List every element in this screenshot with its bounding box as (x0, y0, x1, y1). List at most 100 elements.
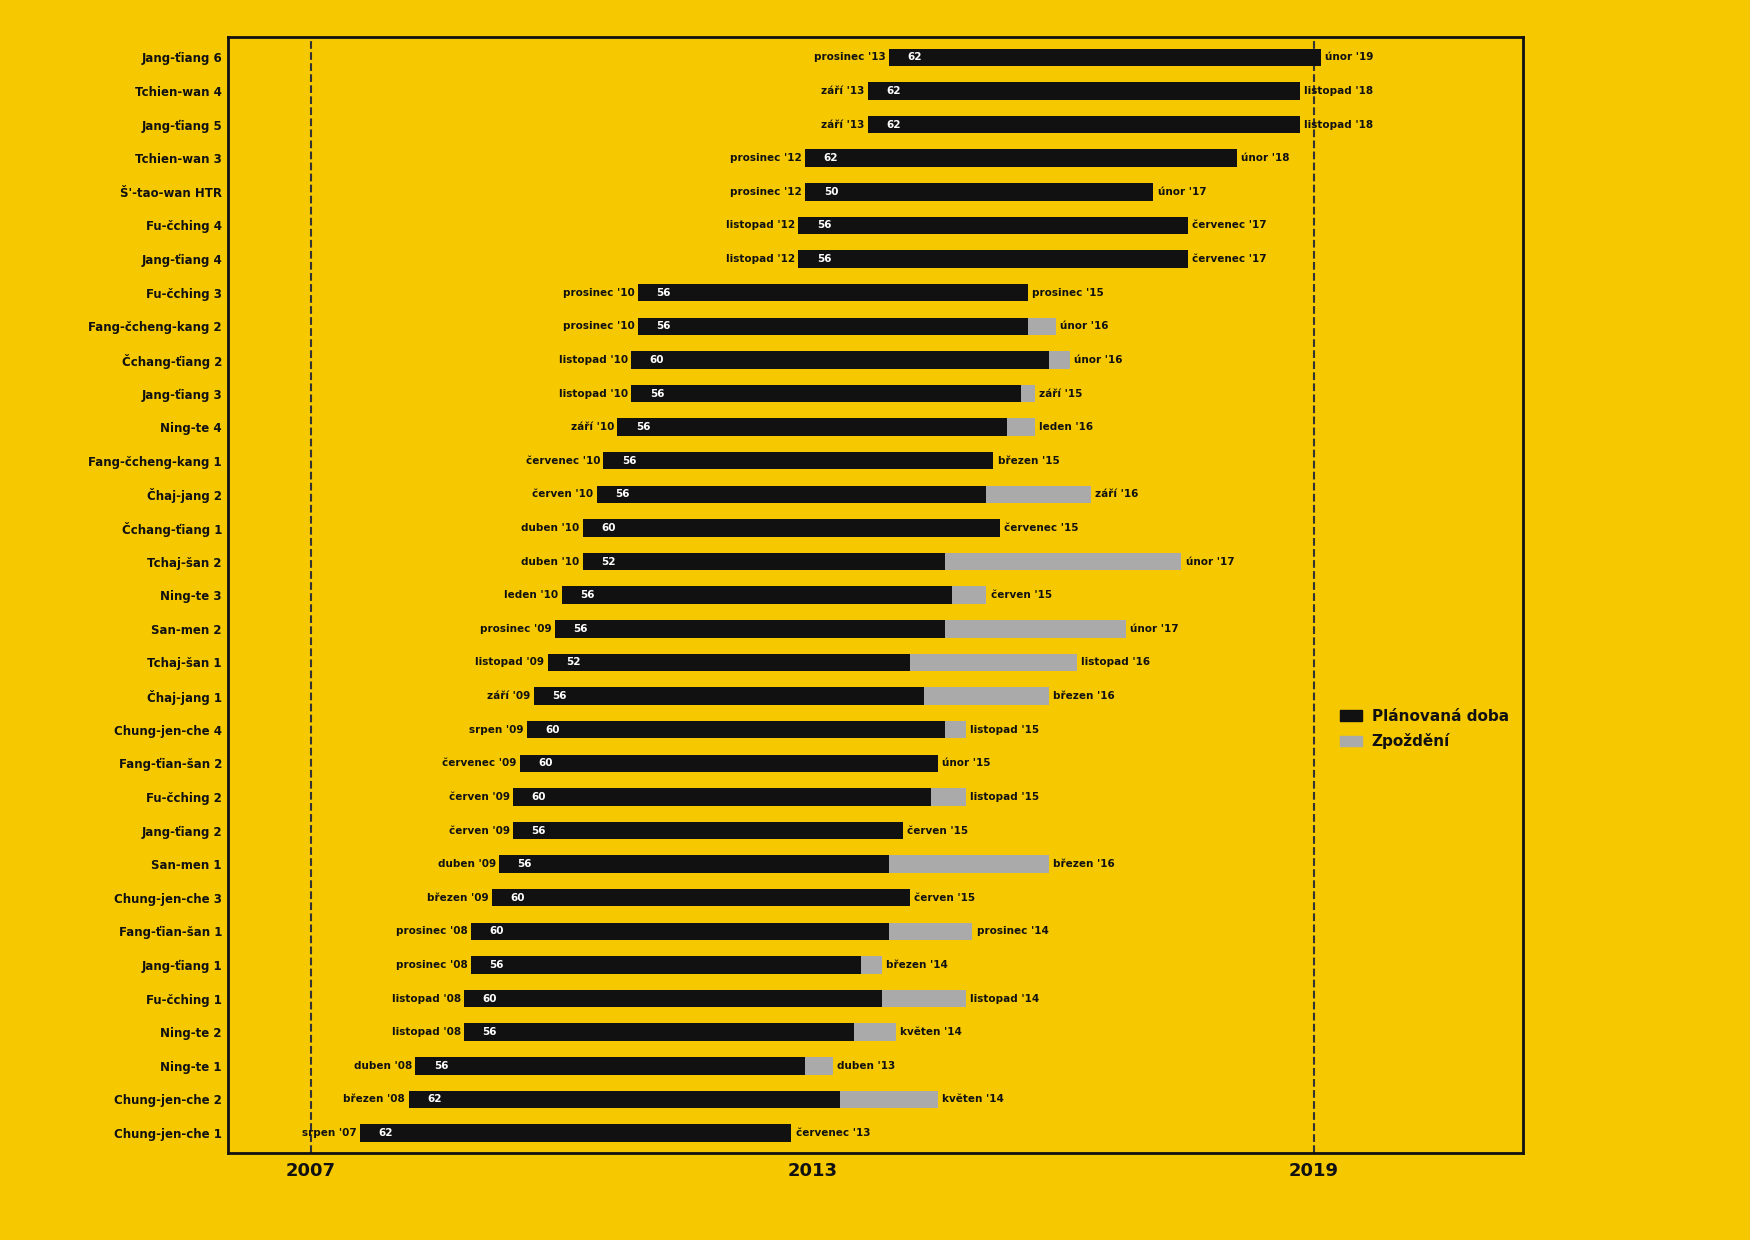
Text: duben '13: duben '13 (838, 1060, 896, 1071)
Text: červenec '17: červenec '17 (1192, 221, 1267, 231)
Text: listopad '12: listopad '12 (726, 254, 794, 264)
Bar (520, 754, 938, 773)
Bar (562, 587, 952, 604)
Text: září '13: září '13 (821, 86, 864, 95)
Text: červen '09: červen '09 (448, 792, 509, 802)
Text: červenec '10: červenec '10 (525, 456, 600, 466)
Bar (889, 48, 1321, 66)
Text: prosinec '09: prosinec '09 (480, 624, 551, 634)
Text: 60: 60 (600, 523, 616, 533)
Text: 56: 56 (532, 826, 546, 836)
Text: květen '14: květen '14 (942, 1095, 1004, 1105)
Text: červenec '17: červenec '17 (1192, 254, 1267, 264)
Text: únor '15: únor '15 (942, 759, 990, 769)
Bar (805, 184, 1153, 201)
Text: březen '15: březen '15 (997, 456, 1059, 466)
Text: 60: 60 (483, 993, 497, 1003)
Text: listopad '16: listopad '16 (1082, 657, 1150, 667)
Text: duben '08: duben '08 (354, 1060, 413, 1071)
Text: 56: 56 (635, 422, 651, 432)
Text: listopad '10: listopad '10 (558, 355, 628, 365)
Bar (597, 486, 987, 503)
Text: 56: 56 (621, 456, 637, 466)
Bar (632, 351, 1048, 368)
Text: září '10: září '10 (570, 422, 614, 432)
Text: 62: 62 (427, 1095, 441, 1105)
Text: září '16: září '16 (1096, 490, 1139, 500)
Text: prosinec '14: prosinec '14 (977, 926, 1048, 936)
Text: 60: 60 (532, 792, 546, 802)
Text: duben '09: duben '09 (438, 859, 495, 869)
Text: červenec '13: červenec '13 (796, 1128, 870, 1138)
Text: březen '16: březen '16 (1054, 859, 1115, 869)
Bar (805, 1056, 833, 1075)
Text: 56: 56 (553, 691, 567, 701)
Text: 56: 56 (572, 624, 588, 634)
Text: 56: 56 (656, 321, 672, 331)
Text: únor '16: únor '16 (1060, 321, 1110, 331)
Legend: Plánovaná doba, Zpoždění: Plánovaná doba, Zpoždění (1334, 703, 1516, 755)
Text: duben '10: duben '10 (522, 557, 579, 567)
Text: 60: 60 (490, 926, 504, 936)
Text: 60: 60 (546, 724, 560, 734)
Bar (471, 956, 861, 973)
Bar (945, 720, 966, 738)
Text: listopad '10: listopad '10 (558, 388, 628, 398)
Text: únor '19: únor '19 (1325, 52, 1374, 62)
Text: únor '18: únor '18 (1241, 154, 1290, 164)
Text: 62: 62 (378, 1128, 392, 1138)
Bar (464, 990, 882, 1007)
Text: 56: 56 (656, 288, 672, 298)
Text: 62: 62 (824, 154, 838, 164)
Text: 56: 56 (649, 388, 665, 398)
Text: 62: 62 (887, 119, 901, 130)
Text: 56: 56 (483, 1027, 497, 1037)
Bar (632, 384, 1022, 402)
Bar (1029, 317, 1055, 335)
Bar (840, 1091, 938, 1109)
Text: listopad '09: listopad '09 (476, 657, 544, 667)
Bar (1022, 384, 1036, 402)
Text: 56: 56 (817, 221, 831, 231)
Bar (471, 923, 889, 940)
Bar (889, 923, 973, 940)
Bar (952, 587, 987, 604)
Bar (924, 687, 1048, 704)
Bar (492, 889, 910, 906)
Bar (415, 1056, 805, 1075)
Text: 56: 56 (817, 254, 831, 264)
Bar (854, 1023, 896, 1040)
Bar (583, 553, 945, 570)
Text: červenec '15: červenec '15 (1004, 523, 1080, 533)
Text: listopad '08: listopad '08 (392, 993, 460, 1003)
Text: listopad '14: listopad '14 (970, 993, 1040, 1003)
Text: únor '17: únor '17 (1158, 187, 1206, 197)
Text: 52: 52 (600, 557, 616, 567)
Text: duben '10: duben '10 (522, 523, 579, 533)
Text: leden '10: leden '10 (504, 590, 558, 600)
Text: září '15: září '15 (1040, 388, 1083, 398)
Bar (945, 620, 1125, 637)
Text: únor '16: únor '16 (1074, 355, 1122, 365)
Text: 60: 60 (649, 355, 665, 365)
Bar (534, 687, 924, 704)
Bar (464, 1023, 854, 1040)
Text: prosinec '13: prosinec '13 (814, 52, 886, 62)
Text: únor '17: únor '17 (1130, 624, 1178, 634)
Bar (798, 217, 1188, 234)
Bar (910, 653, 1076, 671)
Text: červen '15: červen '15 (914, 893, 975, 903)
Bar (360, 1125, 791, 1142)
Bar (1048, 351, 1069, 368)
Text: srpen '09: srpen '09 (469, 724, 523, 734)
Bar (527, 720, 945, 738)
Text: 56: 56 (614, 490, 630, 500)
Bar (555, 620, 945, 637)
Bar (548, 653, 910, 671)
Text: listopad '15: listopad '15 (970, 792, 1040, 802)
Bar (639, 284, 1029, 301)
Bar (408, 1091, 840, 1109)
Bar (868, 82, 1300, 99)
Text: listopad '18: listopad '18 (1304, 119, 1374, 130)
Bar (639, 317, 1029, 335)
